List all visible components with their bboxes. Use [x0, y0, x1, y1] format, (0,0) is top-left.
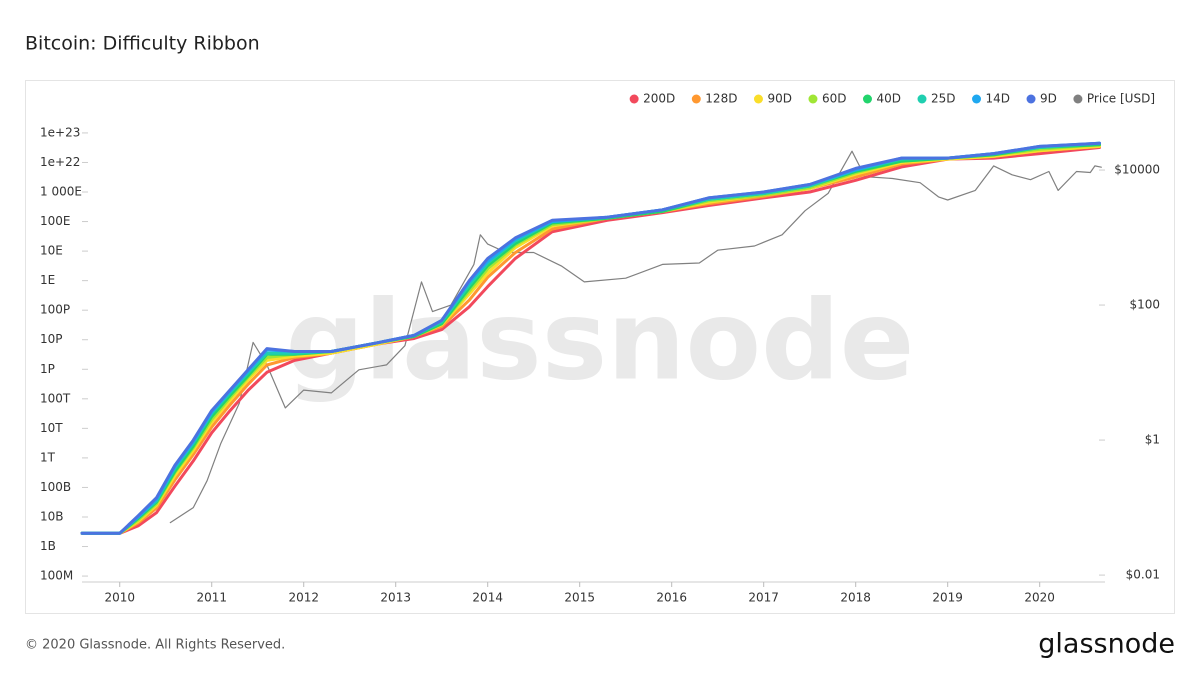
legend-label: 128D [705, 92, 737, 106]
legend-label: Price [USD] [1087, 92, 1155, 106]
legend-label: 25D [931, 92, 956, 106]
legend-label: 200D [643, 92, 675, 106]
y2-tick-label: $0.01 [1126, 568, 1160, 582]
y-tick-label: 1B [40, 539, 56, 553]
legend: Price [USD] 9D 14D 25D 40D 60D 90D 128D 200D [629, 92, 1155, 106]
x-tick-label: 2013 [380, 591, 411, 605]
x-tick-label: 2010 [104, 591, 135, 605]
y-tick-label: 100E [40, 214, 71, 228]
x-tick-label: 2018 [840, 591, 871, 605]
legend-swatch [1073, 94, 1083, 104]
y-tick-label: 100P [40, 303, 70, 317]
y-tick-label: 1e+23 [40, 125, 80, 139]
ribbon-line [80, 141, 1101, 535]
y-tick-label: 10P [40, 332, 63, 346]
legend-label: 60D [822, 92, 847, 106]
footer: © 2020 Glassnode. All Rights Reserved. [25, 638, 285, 653]
x-tick-label: 2017 [748, 591, 779, 605]
legend-label: 9D [1040, 92, 1057, 106]
x-tick-label: 2014 [472, 591, 503, 605]
ribbon-line [80, 144, 1101, 535]
y-tick-label: 1T [40, 450, 56, 464]
chart-frame [25, 80, 1175, 614]
legend-swatch [691, 94, 701, 104]
legend-label: 90D [767, 92, 792, 106]
logo: glassnode [1038, 629, 1175, 660]
legend-swatch [753, 94, 763, 104]
legend-swatch [862, 94, 872, 104]
y-tick-label: 10T [40, 421, 63, 435]
price-line [169, 150, 1102, 524]
chart-title: Bitcoin: Difficulty Ribbon [25, 33, 260, 55]
x-tick-label: 2012 [288, 591, 319, 605]
y-tick-label: 100B [40, 480, 71, 494]
legend-swatch [1026, 94, 1036, 104]
x-tick-label: 2020 [1024, 591, 1055, 605]
legend-swatch [808, 94, 818, 104]
legend-swatch [972, 94, 982, 104]
legend-swatch [629, 94, 639, 104]
y-tick-label: 10B [40, 509, 64, 523]
y-tick-label: 1 000E [40, 185, 82, 199]
legend-swatch [917, 94, 927, 104]
x-tick-label: 2011 [196, 591, 227, 605]
x-tick-label: 2015 [564, 591, 595, 605]
y-tick-label: 100M [40, 569, 73, 583]
legend-label: 14D [986, 92, 1011, 106]
x-tick-label: 2016 [656, 591, 687, 605]
y2-tick-label: $1 [1145, 433, 1160, 447]
ribbon-line [80, 146, 1101, 535]
y-tick-label: 1P [40, 362, 55, 376]
y-tick-label: 10E [40, 244, 63, 258]
y-tick-label: 1E [40, 273, 55, 287]
y-tick-label: 100T [40, 391, 71, 405]
legend-label: 40D [876, 92, 901, 106]
y2-tick-label: $100 [1129, 298, 1160, 312]
y-tick-label: 1e+22 [40, 155, 80, 169]
x-tick-label: 2019 [932, 591, 963, 605]
y2-tick-label: $10000 [1114, 163, 1160, 177]
watermark: glassnode [286, 276, 915, 404]
